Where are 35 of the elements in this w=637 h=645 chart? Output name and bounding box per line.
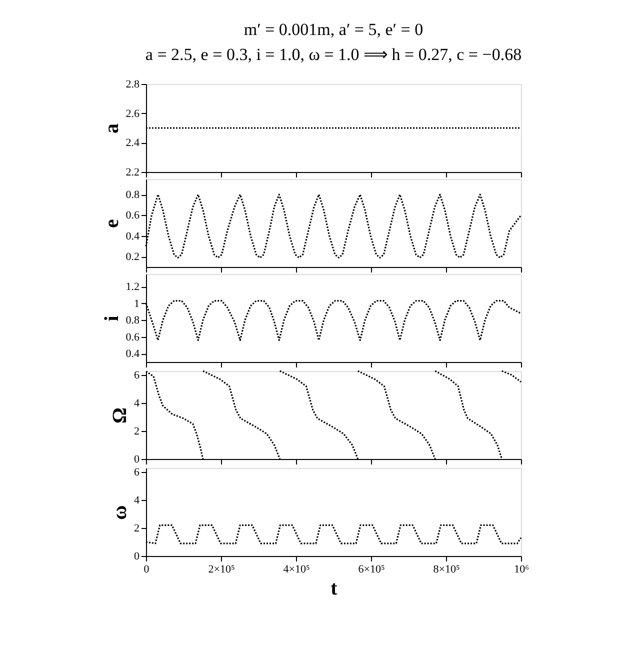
y-tick-label: 0.8 [126, 189, 140, 202]
x-tick-label: 2×10⁵ [208, 564, 235, 576]
y-tick-label: 4 [134, 494, 140, 506]
x-axis-title: t [330, 578, 338, 600]
y-tick-label: 0 [134, 550, 140, 562]
y-tick-label: 6 [134, 466, 140, 478]
y-tick-label: 0 [134, 454, 140, 466]
y-tick-label: 1.2 [126, 281, 140, 294]
y-axis-title: a [100, 124, 123, 134]
y-axis-title: Ω [109, 407, 131, 424]
y-tick-label: 0.4 [126, 230, 140, 242]
y-tick-label: 2.6 [126, 108, 140, 120]
y-tick-label: 2 [134, 425, 140, 438]
y-tick-label: 6 [134, 369, 140, 382]
y-axis-title: i [100, 315, 123, 322]
x-tick-label: 8×10⁵ [433, 564, 460, 576]
chart-title: m′ = 0.001m, a′ = 5, e′ = 0 [244, 20, 424, 39]
x-tick-label: 0 [144, 564, 150, 576]
y-tick-label: 2.2 [126, 166, 140, 178]
x-tick-label: 4×10⁵ [283, 564, 310, 576]
y-tick-label: 0.6 [126, 331, 140, 344]
y-tick-label: 0.2 [126, 251, 140, 264]
y-tick-label: 0.6 [126, 210, 140, 222]
y-tick-label: 1 [134, 298, 140, 310]
y-tick-label: 4 [134, 397, 140, 410]
x-tick-label: 10⁶ [514, 564, 530, 576]
x-tick-label: 6×10⁵ [358, 564, 385, 576]
y-tick-label: 0.4 [126, 348, 140, 360]
y-tick-label: 2.4 [126, 137, 140, 150]
chart-subtitle: a = 2.5, e = 0.3, i = 1.0, ω = 1.0 ⟹ h = 0.27, c = −0.68 [145, 45, 522, 64]
y-tick-label: 2.8 [126, 78, 140, 90]
y-axis-title: e [100, 218, 123, 228]
y-tick-label: 0.8 [126, 314, 140, 327]
y-axis-title: ω [109, 505, 131, 520]
y-tick-label: 2 [134, 522, 140, 534]
